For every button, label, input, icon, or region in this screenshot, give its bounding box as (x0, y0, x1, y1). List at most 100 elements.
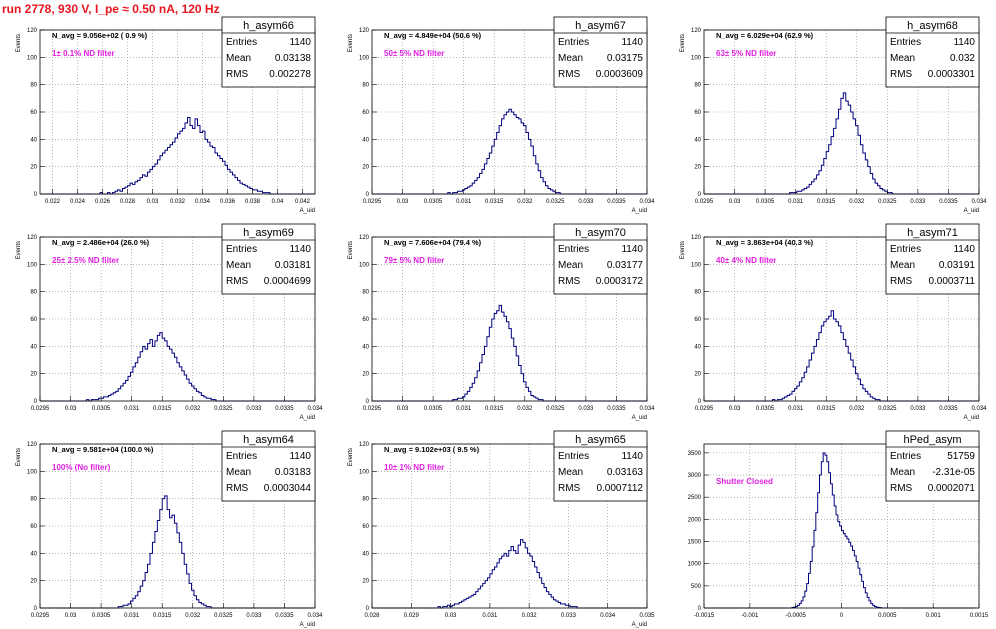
stats-value-rms: 0.0003301 (928, 69, 976, 80)
stats-value-entries: 1140 (621, 451, 643, 462)
x-tick-label: 0.0295 (695, 406, 714, 412)
y-tick-label: 20 (694, 372, 701, 378)
x-tick-label: 0.0335 (275, 406, 294, 412)
histogram-panel-hPed_asym: -0.0015 -0.001 -0.0005 0 0.0005 0.001 0.0015 0 5… (664, 422, 996, 629)
y-tick-label: 0 (366, 606, 370, 612)
stats-label-rms: RMS (226, 69, 249, 80)
run-title: run 2778, 930 V, I_pe ≈ 0.50 nA, 120 Hz (2, 2, 220, 16)
y-tick-label: 20 (362, 165, 369, 171)
x-tick-label: 0.033 (246, 613, 262, 619)
stats-label-mean: Mean (558, 53, 583, 64)
y-tick-label: 40 (694, 344, 701, 350)
stats-box-frame (553, 430, 648, 502)
y-tick-label: 40 (30, 551, 37, 557)
histogram-name: h_asym71 (907, 227, 958, 239)
navg-annotation: N_avg = 3.863e+04 (40.3 %) (716, 238, 814, 247)
stats-label-entries: Entries (226, 451, 257, 462)
filter-annotation: 25± 2.5% ND filter (52, 256, 119, 265)
stats-box: h_asym71 Entries 1140 Mean 0.03191 RMS 0.00037… (885, 223, 980, 295)
stats-box-frame (553, 16, 648, 88)
stats-value-mean: 0.03183 (275, 467, 312, 478)
x-tick-label: 0.036 (220, 199, 236, 205)
navg-annotation: N_avg = 9.056e+02 ( 0.9 %) (52, 31, 148, 40)
y-tick-label: 80 (30, 290, 37, 296)
y-tick-label: 40 (694, 137, 701, 143)
y-tick-label: 60 (30, 524, 37, 530)
stats-label-rms: RMS (558, 483, 581, 494)
stats-box-frame (885, 16, 980, 88)
stats-box-frame (221, 430, 316, 502)
x-axis-label: A_uid (632, 208, 647, 214)
x-tick-label: 0.033 (910, 406, 926, 412)
histogram-panel-h_asym64: 0.0295 0.03 0.0305 0.031 0.0315 0.032 0.0325 0.… (0, 422, 332, 629)
stats-label-rms: RMS (226, 483, 249, 494)
x-axis-label: A_uid (632, 415, 647, 421)
histogram-name: h_asym69 (243, 227, 294, 239)
y-tick-label: 120 (359, 235, 370, 241)
stats-label-entries: Entries (890, 451, 921, 462)
x-tick-label: 0.029 (404, 613, 420, 619)
x-tick-label: 0.031 (124, 613, 140, 619)
x-tick-label: 0.03 (147, 199, 159, 205)
histogram-panel-h_asym71: 0.0295 0.03 0.0305 0.031 0.0315 0.032 0.0325 0.… (664, 215, 996, 422)
x-tick-label: 0.032 (517, 199, 533, 205)
stats-box: hPed_asym Entries 51759 Mean -2.31e-05 RMS 0.0… (885, 430, 980, 502)
y-tick-label: 60 (694, 317, 701, 323)
y-tick-label: 100 (27, 262, 38, 268)
y-tick-label: 0 (698, 192, 702, 198)
stats-value-mean: 0.032 (950, 53, 975, 64)
stats-value-entries: 1140 (953, 37, 975, 48)
histogram-panel-h_asym68: 0.0295 0.03 0.0305 0.031 0.0315 0.032 0.0325 0.… (664, 8, 996, 215)
stats-box: h_asym65 Entries 1140 Mean 0.03163 RMS 0.00071… (553, 430, 648, 502)
y-tick-label: 80 (362, 290, 369, 296)
x-tick-label: 0.0315 (817, 406, 836, 412)
histogram-name: h_asym67 (575, 20, 626, 32)
x-tick-label: 0.0295 (31, 406, 50, 412)
x-tick-label: 0.001 (926, 613, 942, 619)
x-tick-label: 0.0325 (214, 406, 233, 412)
stats-label-mean: Mean (226, 260, 251, 271)
y-tick-label: 3000 (688, 473, 702, 479)
stats-label-mean: Mean (890, 53, 915, 64)
x-tick-label: 0.034 (971, 406, 987, 412)
y-tick-label: 2000 (688, 517, 702, 523)
filter-annotation: 50± 5% ND filter (384, 49, 444, 58)
x-tick-label: 0.0335 (275, 613, 294, 619)
x-tick-label: 0.042 (295, 199, 311, 205)
stats-box: h_asym64 Entries 1140 Mean 0.03183 RMS 0.00030… (221, 430, 316, 502)
x-tick-label: 0.035 (639, 613, 655, 619)
x-tick-label: 0.0315 (153, 613, 172, 619)
x-tick-label: 0.03 (397, 406, 409, 412)
y-tick-label: 100 (359, 262, 370, 268)
stats-value-mean: 0.03175 (607, 53, 644, 64)
x-tick-label: 0.0325 (214, 613, 233, 619)
navg-annotation: N_avg = 9.581e+04 (100.0 %) (52, 445, 154, 454)
y-axis-label: Events (348, 34, 354, 52)
y-tick-label: 0 (34, 192, 38, 198)
y-tick-label: 40 (30, 137, 37, 143)
stats-label-rms: RMS (890, 483, 913, 494)
y-tick-label: 120 (691, 235, 702, 241)
x-tick-label: 0.032 (170, 199, 186, 205)
histogram-line (40, 332, 315, 402)
x-tick-label: 0.0305 (92, 406, 111, 412)
y-tick-label: 60 (30, 110, 37, 116)
stats-value-rms: 0.0004699 (264, 276, 312, 287)
x-tick-label: 0.0315 (153, 406, 172, 412)
x-tick-label: -0.0005 (785, 613, 806, 619)
y-tick-label: 40 (362, 137, 369, 143)
histogram-svg: 0.0295 0.03 0.0305 0.031 0.0315 0.032 0.0325 0.… (348, 223, 655, 421)
x-tick-label: 0.0315 (485, 406, 504, 412)
x-tick-label: 0.03 (65, 406, 77, 412)
histogram-svg: 0.022 0.024 0.026 0.028 0.03 0.032 0.034 0.036 0… (16, 16, 316, 214)
y-tick-label: 120 (359, 28, 370, 34)
x-tick-label: 0.033 (578, 199, 594, 205)
x-axis-label: A_uid (300, 415, 315, 421)
histogram-panel-h_asym66: 0.022 0.024 0.026 0.028 0.03 0.032 0.034 0.036 0… (0, 8, 332, 215)
x-tick-label: 0.03 (397, 199, 409, 205)
filter-annotation: 79± 5% ND filter (384, 256, 444, 265)
stats-label-mean: Mean (558, 467, 583, 478)
stats-value-entries: 1140 (289, 37, 311, 48)
stats-value-rms: 0.0003609 (596, 69, 644, 80)
